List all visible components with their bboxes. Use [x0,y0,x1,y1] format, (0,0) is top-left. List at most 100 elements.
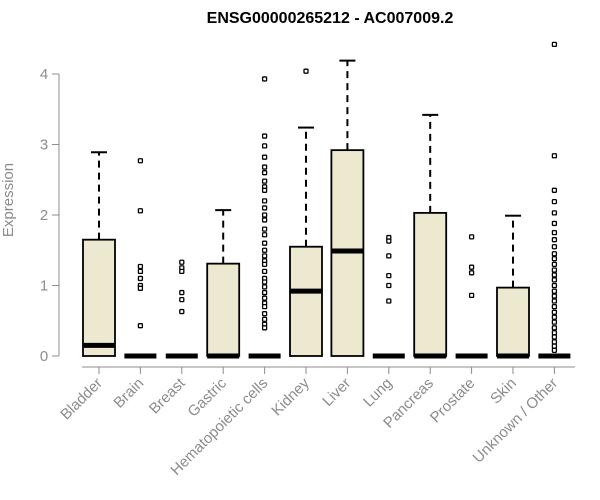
outlier-point [137,263,144,270]
outlier-point [551,41,558,48]
outlier-point [551,210,558,216]
outlier-point [551,319,558,325]
box-unknown-other [538,41,571,359]
outlier-point [137,285,144,291]
outlier-point [551,229,558,236]
outlier-point [179,268,185,275]
outlier-point [551,237,558,243]
x-tick-label: Kidney [268,374,313,419]
y-tick-label: 4 [40,66,48,83]
x-tick-label: Bladder [57,375,106,424]
outlier-point [261,178,268,184]
x-tick-label: Lung [360,375,396,411]
outlier-point [261,303,268,310]
box-liver [330,59,365,357]
outlier-point [261,289,268,296]
box-body [496,286,530,357]
outlier-point [468,270,475,276]
outlier-point [179,308,185,315]
outlier-point [551,325,558,331]
outlier-point [261,247,268,253]
outlier-point [551,330,558,336]
outlier-point [261,253,268,259]
outlier-point [386,272,392,279]
outlier-point [261,143,268,149]
y-axis-ticks: 0 1 2 3 4 [40,66,59,365]
outlier-point [551,251,558,257]
outlier-point [261,284,268,290]
outlier-point [551,282,558,289]
outlier-point [261,76,268,82]
outlier-point [468,234,475,240]
chart-title: ENSG00000265212 - AC007009.2 [207,10,454,27]
outlier-point [551,339,558,345]
box-skin [496,214,530,359]
outlier-point [261,316,268,322]
outlier-point [261,205,268,211]
outlier-point [551,347,558,354]
outlier-point [303,68,309,74]
box-group [82,41,571,359]
outlier-point [551,198,558,205]
box-prostate [455,234,488,359]
outlier-point [386,253,392,259]
x-tick-label: Breast [146,374,189,417]
outlier-point [551,272,558,278]
outlier-point [551,334,558,340]
outlier-point [468,292,475,299]
outlier-point [261,212,268,218]
outlier-point [179,259,185,265]
outlier-point [137,323,144,329]
outlier-point [261,311,268,317]
x-tick-label: Skin [487,375,520,408]
box-body [289,245,323,357]
outlier-point [137,158,144,164]
outlier-point [261,187,268,193]
y-tick-label: 2 [40,207,48,224]
outlier-point [261,240,268,246]
outlier-point [551,220,558,227]
outlier-point [137,268,144,275]
outlier-point [261,279,268,285]
outlier-point [261,217,268,223]
outlier-point [551,153,558,159]
outlier-point [551,314,558,320]
outlier-point [261,133,268,139]
outlier-point [179,289,185,296]
x-tick-label: Prostate [427,375,479,427]
outlier-point [137,275,144,282]
outlier-point [137,208,144,214]
box-body [206,262,241,357]
box-kidney [289,68,323,357]
box-lung [372,234,405,359]
outlier-point [551,244,558,250]
outlier-point [551,261,558,268]
outlier-point [551,309,558,315]
box-pancreas [413,113,448,359]
outlier-point [551,277,558,283]
outlier-point [261,268,268,275]
y-tick-label: 1 [40,278,48,295]
outlier-point [261,226,268,232]
x-tick-label: Liver [319,375,354,410]
outlier-point [551,288,558,294]
outlier-point [551,303,558,310]
outlier-point [386,298,392,304]
box-breast [165,259,198,359]
outlier-point [261,170,268,176]
box-body [413,211,448,357]
outlier-point [551,343,558,349]
outlier-point [551,267,558,273]
outlier-point [551,293,558,299]
outlier-point [261,164,268,170]
box-bladder [82,151,116,357]
outlier-point [468,264,475,270]
y-axis-label: Expression [0,163,17,237]
y-tick-label: 0 [40,348,48,365]
outlier-point [386,282,392,289]
outlier-point [179,296,185,303]
y-tick-label: 3 [40,137,48,154]
outlier-point [261,295,268,301]
